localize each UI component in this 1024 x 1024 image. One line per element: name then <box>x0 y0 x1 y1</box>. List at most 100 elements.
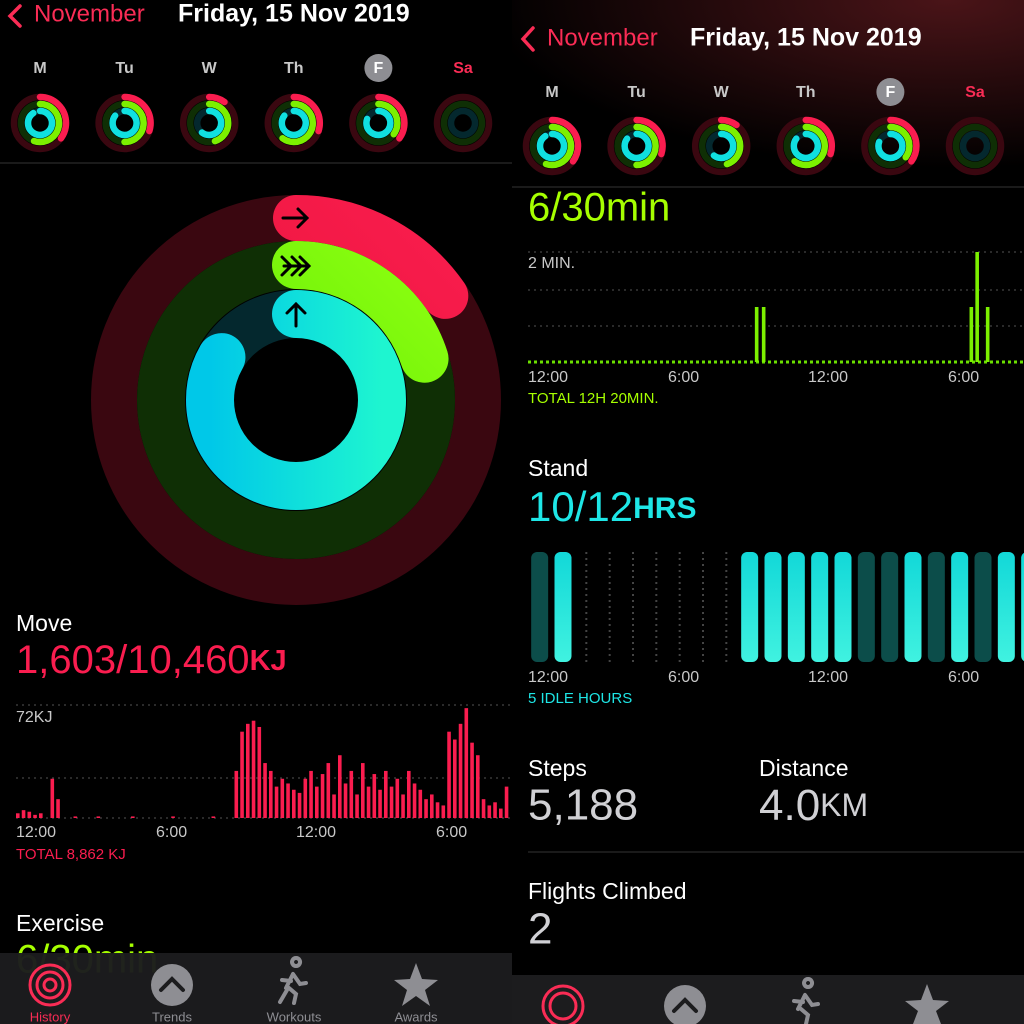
move-bar <box>320 774 325 818</box>
history-icon[interactable] <box>541 984 585 1024</box>
stand-bar <box>974 552 992 662</box>
mini-ring <box>790 130 822 162</box>
exercise-value: 6/30min <box>528 186 670 230</box>
mini-ring-track <box>433 93 493 153</box>
mini-ring-track <box>945 116 1005 176</box>
move-bar <box>332 794 336 818</box>
stand-bar <box>811 552 829 662</box>
x-tick-label: 12:00 <box>16 824 56 841</box>
tab-label[interactable]: History <box>30 1009 71 1024</box>
tab-label[interactable]: Trends <box>152 1009 192 1024</box>
mini-ring <box>607 116 666 176</box>
stand-note: 5 IDLE HOURS <box>528 690 632 707</box>
weekday-label: W <box>714 84 730 101</box>
move-bar <box>27 811 32 818</box>
workouts-icon[interactable] <box>278 956 308 1005</box>
flights-label: Flights Climbed <box>528 878 687 904</box>
move-bar <box>274 786 279 818</box>
move-bar <box>257 726 262 818</box>
trends-icon[interactable] <box>664 985 706 1024</box>
move-bar <box>366 786 371 818</box>
move-bar <box>499 808 503 818</box>
mini-ring <box>109 107 140 139</box>
distance-number: 4.0 <box>759 781 820 830</box>
mini-ring <box>102 100 147 146</box>
move-bar <box>458 723 463 818</box>
x-tick-label: 12:00 <box>296 824 336 841</box>
weekday-label: Tu <box>115 60 133 77</box>
move-bar <box>418 789 423 818</box>
move-bar <box>384 770 388 818</box>
y-label: 72KJ <box>16 709 52 726</box>
x-tick-label: 6:00 <box>948 669 979 686</box>
weekday-label: M <box>33 60 46 77</box>
move-bar <box>343 783 348 818</box>
distance-value: 4.0KM <box>759 781 868 830</box>
stand-label: Stand <box>528 455 588 481</box>
move-bar <box>349 770 354 818</box>
move-bar <box>389 786 394 818</box>
tab-label[interactable]: Workouts <box>267 1009 322 1024</box>
back-label[interactable]: November <box>34 0 145 27</box>
awards-icon[interactable] <box>905 984 949 1024</box>
stand-bar <box>927 552 945 662</box>
move-total: TOTAL 8,862 KJ <box>16 846 126 863</box>
mini-ring <box>264 93 324 153</box>
x-tick-label: 6:00 <box>156 824 187 841</box>
move-value: 1,603/10,460KJ <box>16 638 287 682</box>
move-bar <box>280 778 285 818</box>
move-bar <box>263 763 267 818</box>
back-label[interactable]: November <box>547 24 658 51</box>
today-badge <box>364 54 393 82</box>
move-bar <box>21 810 26 818</box>
date-title: Friday, 15 Nov 2019 <box>178 0 410 28</box>
stand-bar <box>741 552 759 662</box>
mini-ring <box>186 100 232 146</box>
weekday-label: Sa <box>965 84 985 101</box>
move-bar <box>39 813 43 818</box>
move-arrow <box>281 207 310 229</box>
exercise-arrow <box>280 255 312 277</box>
move-bar <box>33 814 37 818</box>
mini-ring <box>783 123 829 169</box>
mini-ring-track <box>440 100 486 146</box>
move-bar <box>372 774 377 818</box>
exercise-total: TOTAL 12H 20MIN. <box>528 390 659 407</box>
move-bar <box>504 786 509 818</box>
move-bar <box>240 731 244 818</box>
workouts-icon[interactable] <box>792 977 820 1024</box>
steps-value: 5,188 <box>528 781 638 830</box>
move-bar <box>430 794 434 818</box>
stand-bar <box>951 552 969 662</box>
tab-label[interactable]: Awards <box>394 1009 438 1024</box>
history-icon-ring <box>35 970 65 1000</box>
weekday-label: W <box>202 60 218 77</box>
move-bar <box>292 789 296 818</box>
awards-icon[interactable] <box>394 963 438 1006</box>
back-chevron[interactable] <box>7 4 22 28</box>
stand-bar <box>764 552 782 662</box>
y-label: 2 MIN. <box>528 255 575 272</box>
x-tick-label: 12:00 <box>528 369 568 386</box>
mini-ring <box>349 93 408 153</box>
move-bar <box>326 763 331 818</box>
mini-ring <box>776 116 836 176</box>
move-value-unit: KJ <box>250 645 287 677</box>
back-chevron[interactable] <box>520 26 535 52</box>
stand-bar <box>857 552 875 662</box>
trends-chevron <box>672 997 698 1013</box>
trends-chevron <box>159 976 185 992</box>
trends-icon[interactable] <box>151 964 193 1006</box>
mini-ring <box>179 93 239 153</box>
history-icon[interactable] <box>28 963 72 1007</box>
move-bar <box>493 802 497 818</box>
move-bar <box>16 813 20 818</box>
x-tick-label: 6:00 <box>668 669 699 686</box>
x-tick-label: 12:00 <box>528 669 568 686</box>
x-tick-label: 6:00 <box>668 369 699 386</box>
mini-ring <box>536 130 568 162</box>
tab-icons <box>28 956 438 1007</box>
stand-bar <box>554 552 572 662</box>
